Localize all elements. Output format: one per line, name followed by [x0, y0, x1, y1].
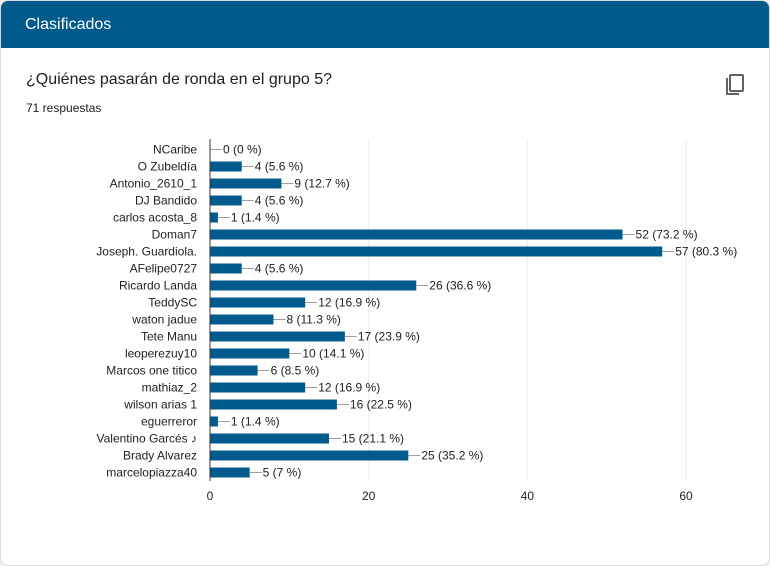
question-title: ¿Quiénes pasarán de ronda en el grupo 5?	[26, 71, 332, 88]
category-label: eguerreror	[141, 415, 197, 429]
data-label: 12 (16.9 %)	[318, 381, 380, 395]
x-tick-label: 20	[362, 489, 376, 503]
data-label: 15 (21.1 %)	[342, 432, 404, 446]
category-label: Joseph. Guardiola.	[96, 245, 197, 259]
x-tick-label: 40	[521, 489, 535, 503]
category-label: DJ Bandido	[135, 194, 197, 208]
data-label: 0 (0 %)	[223, 143, 262, 157]
bar	[210, 331, 345, 342]
category-label: Tete Manu	[141, 330, 197, 344]
bar	[210, 246, 663, 257]
category-label: marcelopiazza40	[106, 466, 197, 480]
data-label: 1 (1.4 %)	[231, 211, 280, 225]
data-label: 6 (8.5 %)	[271, 364, 320, 378]
data-label: 26 (36.6 %)	[429, 279, 491, 293]
category-label: Doman7	[152, 228, 198, 242]
category-label: Brady Alvarez	[123, 449, 197, 463]
category-label: NCaribe	[153, 143, 197, 157]
x-tick-label: 0	[207, 489, 214, 503]
response-count: 71 respuestas	[26, 101, 102, 115]
bar	[210, 416, 218, 427]
data-label: 4 (5.6 %)	[255, 262, 304, 276]
data-label: 10 (14.1 %)	[302, 347, 364, 361]
data-label: 16 (22.5 %)	[350, 398, 412, 412]
category-label: O Zubeldía	[138, 160, 198, 174]
category-label: AFelipe0727	[130, 262, 198, 276]
bar	[210, 280, 417, 291]
x-tick-label: 60	[679, 489, 693, 503]
bar	[210, 382, 306, 393]
data-label: 4 (5.6 %)	[255, 194, 304, 208]
copy-icon	[726, 74, 744, 95]
category-label: Ricardo Landa	[119, 279, 197, 293]
bar	[210, 433, 329, 444]
bar	[210, 229, 623, 240]
bar	[210, 178, 282, 189]
bar	[210, 212, 218, 223]
category-label: carlos acosta_8	[113, 211, 197, 225]
data-label: 1 (1.4 %)	[231, 415, 280, 429]
bar	[210, 450, 409, 461]
bar	[210, 195, 242, 206]
section-header: Clasificados	[1, 1, 769, 48]
copy-chart-button[interactable]	[719, 69, 751, 101]
data-label: 57 (80.3 %)	[675, 245, 737, 259]
bar	[210, 314, 274, 325]
bar	[210, 365, 258, 376]
data-label: 17 (23.9 %)	[358, 330, 420, 344]
bar	[210, 348, 290, 359]
data-label: 25 (35.2 %)	[421, 449, 483, 463]
bar	[210, 467, 250, 478]
bar-chart: 0 20 40 60 NCaribe 0 (0 %) O Zubeldía 4 (5.6 %)…	[96, 139, 737, 503]
bar	[210, 399, 337, 410]
data-label: 12 (16.9 %)	[318, 296, 380, 310]
bar	[210, 263, 242, 274]
category-label: wilson arias 1	[123, 398, 197, 412]
data-label: 4 (5.6 %)	[255, 160, 304, 174]
category-label: Marcos one titico	[106, 364, 197, 378]
bar	[210, 161, 242, 172]
category-label: leoperezuy10	[125, 347, 197, 361]
data-label: 8 (11.3 %)	[286, 313, 340, 327]
data-label: 52 (73.2 %)	[636, 228, 698, 242]
data-label: 5 (7 %)	[263, 466, 302, 480]
category-label: waton jadue	[131, 313, 197, 327]
category-label: TeddySC	[148, 296, 197, 310]
bar	[210, 297, 306, 308]
category-label: mathiaz_2	[142, 381, 198, 395]
category-label: Valentino Garcés ♪	[97, 432, 198, 446]
data-label: 9 (12.7 %)	[294, 177, 349, 191]
section-title: Clasificados	[25, 15, 112, 33]
category-label: Antonio_2610_1	[110, 177, 198, 191]
